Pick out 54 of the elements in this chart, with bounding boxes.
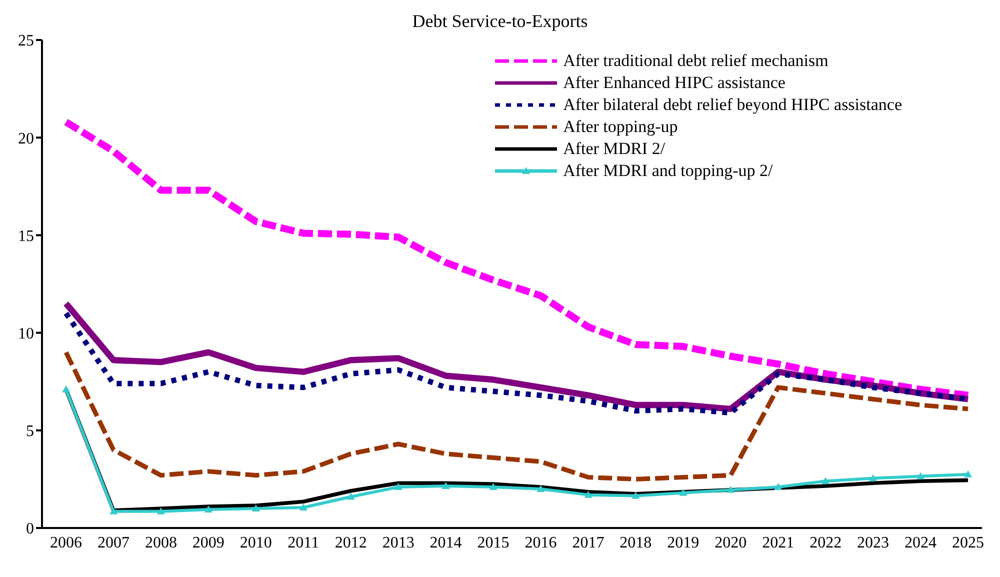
point (964, 470, 972, 478)
y-tick-label: 20 (18, 130, 34, 148)
x-tick-label: 2013 (382, 534, 414, 552)
x-tick-label: 2023 (857, 534, 890, 552)
point (442, 482, 450, 490)
point (584, 490, 592, 498)
point (109, 507, 118, 514)
x-tick-label: 2011 (288, 534, 320, 552)
legend-label: After MDRI 2/ (563, 138, 666, 160)
point (916, 472, 925, 480)
y-tick-label: 0 (26, 520, 34, 538)
point (156, 507, 165, 514)
x-tick-label: 2010 (240, 534, 272, 552)
point (679, 488, 688, 496)
chart-title: Debt Service-to-Exports (411, 10, 589, 33)
x-tick-label: 2021 (762, 534, 794, 552)
x-tick-label: 2025 (952, 534, 984, 552)
x-tick-label: 2006 (50, 534, 82, 552)
point (536, 484, 545, 492)
y-tick-label: 15 (18, 228, 34, 245)
y-tick-label: 25 (18, 32, 34, 50)
point (632, 492, 640, 499)
x-tick-label: 2024 (904, 534, 937, 552)
x-tick-label: 2019 (667, 534, 700, 552)
legend-label: After MDRI and topping-up 2/ (563, 160, 773, 182)
x-tick-label: 2008 (144, 534, 177, 552)
legend-label: After Enhanced HIPC assistance (563, 72, 786, 94)
x-tick-label: 2017 (572, 534, 604, 552)
x-tick-label: 2015 (477, 534, 510, 552)
point (299, 504, 308, 511)
point (869, 474, 878, 482)
point (774, 483, 782, 490)
point (204, 505, 212, 512)
point (489, 483, 498, 490)
point (346, 492, 355, 500)
legend-label: After traditional debt relief mechanism (563, 50, 828, 72)
x-tick-label: 2018 (620, 534, 652, 552)
x-tick-label: 2009 (192, 534, 224, 552)
y-tick-label: 10 (18, 325, 34, 342)
x-tick-label: 2007 (97, 534, 130, 552)
legend-label: After bilateral debt relief beyond HIPC assistance (563, 94, 902, 116)
x-tick-label: 2012 (334, 534, 367, 552)
point (62, 385, 70, 392)
point (726, 486, 735, 493)
x-tick-label: 2020 (714, 534, 747, 552)
legend-label: After topping-up (563, 116, 678, 138)
line-series (64, 350, 970, 482)
x-tick-label: 2014 (430, 534, 462, 552)
point (822, 477, 830, 484)
x-tick-label: 2022 (810, 534, 842, 552)
y-tick-label: 5 (26, 423, 34, 440)
x-tick-label: 2016 (524, 534, 557, 552)
point (252, 504, 260, 512)
point (394, 483, 402, 490)
